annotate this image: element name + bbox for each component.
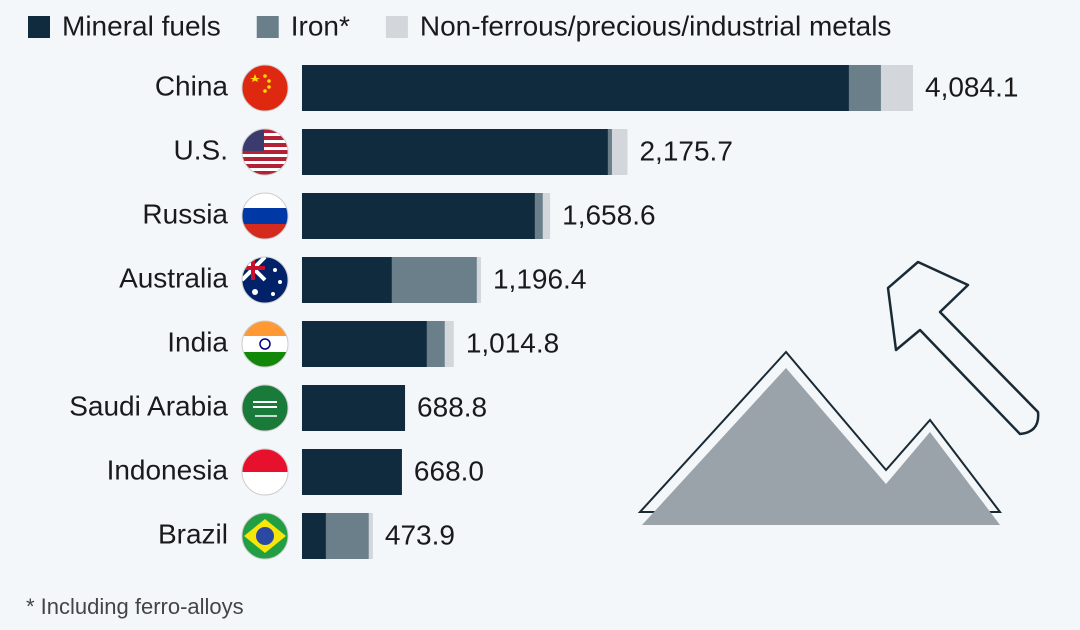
category-label: China (155, 70, 229, 101)
bar-segment (302, 129, 608, 175)
category-label: Saudi Arabia (69, 390, 228, 421)
bar-segment (302, 257, 392, 303)
category-label: Indonesia (107, 454, 229, 485)
flag (242, 193, 288, 239)
bar-segment (302, 65, 849, 111)
bar-segment (611, 129, 628, 175)
flag (242, 129, 288, 175)
bar-segment (368, 513, 373, 559)
bar-segment (302, 513, 326, 559)
total-label: 1,196.4 (493, 263, 586, 294)
bar-segment (607, 129, 612, 175)
bar-segment (302, 449, 402, 495)
total-label: 1,014.8 (466, 327, 559, 358)
bar-segment (542, 193, 551, 239)
bar-segment (534, 193, 543, 239)
bar-segment (302, 385, 406, 431)
legend-label: Mineral fuels (62, 10, 221, 41)
bar-segment (426, 321, 445, 367)
bar-segment (325, 513, 369, 559)
legend-swatch (28, 16, 50, 38)
legend-label: Non-ferrous/precious/industrial metals (420, 10, 892, 41)
flag (242, 321, 288, 367)
legend-swatch (256, 16, 279, 38)
category-label: Brazil (158, 518, 228, 549)
bar-segment (848, 65, 881, 111)
flag (242, 449, 288, 495)
bar-segment (880, 65, 913, 111)
total-label: 473.9 (385, 519, 455, 550)
legend-label: Iron* (291, 10, 350, 41)
illustration (637, 260, 1040, 525)
flags (241, 64, 289, 560)
total-label: 2,175.7 (639, 135, 732, 166)
legend-swatch (385, 16, 408, 38)
footnote: * Including ferro-alloys (26, 594, 244, 619)
category-label: Australia (119, 262, 228, 293)
total-label: 688.8 (417, 391, 487, 422)
category-label: U.S. (174, 134, 228, 165)
flag (242, 513, 288, 559)
total-label: 668.0 (414, 455, 484, 486)
bar-segment (302, 321, 427, 367)
category-label: India (167, 326, 228, 357)
flag (242, 65, 288, 111)
total-label: 4,084.1 (925, 71, 1018, 102)
bar-segment (476, 257, 481, 303)
bar-segment (444, 321, 454, 367)
flag (242, 385, 288, 431)
category-label: Russia (142, 198, 228, 229)
total-label: 1,658.6 (562, 199, 655, 230)
bar-segment (391, 257, 477, 303)
bar-segment (302, 193, 535, 239)
